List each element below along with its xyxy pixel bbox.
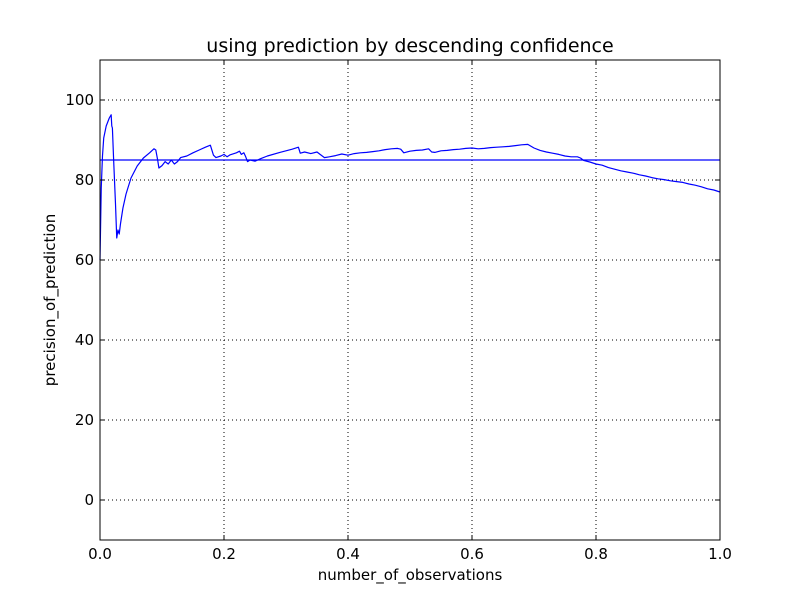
y-tick-label: 40 [75, 331, 94, 349]
x-tick-label: 0.8 [584, 545, 608, 563]
precision-curve-line [99, 114, 721, 261]
x-axis-label: number_of_observations [318, 566, 503, 585]
ticks: 0.0 0.2 0.4 0.6 0.8 1.0 0 20 40 60 80 100 [65, 60, 732, 563]
y-tick-label: 100 [65, 91, 94, 109]
chart-title: using prediction by descending confidenc… [206, 35, 613, 57]
x-tick-label: 1.0 [708, 545, 732, 563]
y-axis-label: precision_of_prediction [41, 214, 60, 386]
grid [100, 60, 720, 540]
x-tick-label: 0.0 [88, 545, 112, 563]
plot-background [100, 60, 720, 540]
y-tick-label: 0 [84, 491, 94, 509]
x-tick-label: 0.2 [212, 545, 236, 563]
plot-frame [99, 59, 721, 541]
x-tick-label: 0.4 [336, 545, 360, 563]
y-tick-label: 80 [75, 171, 94, 189]
series [99, 114, 721, 261]
y-tick-label: 20 [75, 411, 94, 429]
y-tick-label: 60 [75, 251, 94, 269]
x-tick-label: 0.6 [460, 545, 484, 563]
